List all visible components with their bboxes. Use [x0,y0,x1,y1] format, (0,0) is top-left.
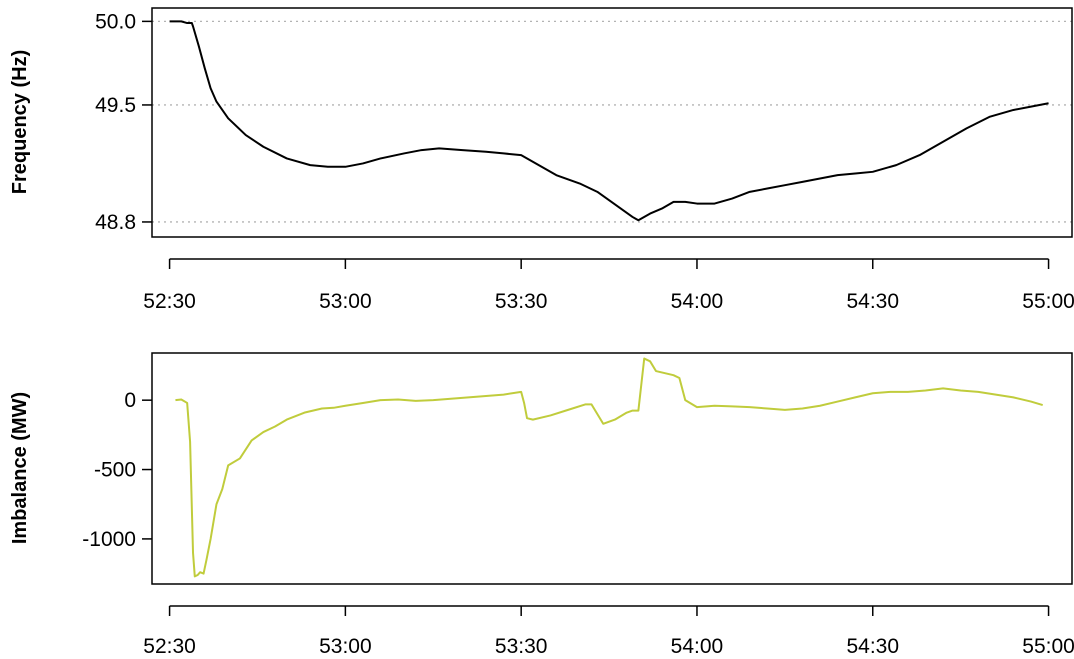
imbalance-y-axis: -1000 -500 0 [82,389,152,551]
y-tick-label: 50.0 [95,10,136,33]
frequency-y-axis: 48.8 49.5 50.0 [95,10,152,234]
frequency-line [169,20,1049,222]
y-tick-label: -500 [94,459,136,482]
y-tick-label: 48.8 [95,211,136,234]
y-tick-label: -1000 [82,528,136,551]
x-tick-label: 54:00 [671,290,724,313]
frequency-plot-frame [151,7,1073,238]
x-tick-label: 52:30 [143,290,196,313]
x-tick-label: 53:00 [319,290,372,313]
x-tick-label: 53:30 [495,290,548,313]
x-tick-label: 52:30 [143,635,196,658]
x-tick-label: 54:00 [671,635,724,658]
x-tick-label: 53:30 [495,635,548,658]
imbalance-plot-frame [151,352,1073,585]
y-tick-label: 0 [124,389,136,412]
imbalance-x-axis: 52:30 53:00 53:30 54:00 54:30 55:00 [143,605,1074,658]
frequency-axis-title: Frequency (Hz) [9,50,31,194]
x-tick-label: 55:00 [1022,635,1074,658]
frequency-panel: 48.8 49.5 50.0 52:30 53:00 53:30 54:00 54:30 55… [9,7,1074,313]
imbalance-axis-title: Imbalance (MW) [9,392,31,544]
imbalance-panel: -1000 -500 0 52:30 53:00 53:30 54:00 54:30 55:0… [9,352,1074,658]
x-tick-label: 53:00 [319,635,372,658]
imbalance-line [175,357,1043,578]
frequency-grid [152,20,1072,223]
frequency-x-axis: 52:30 53:00 53:30 54:00 54:30 55:00 [143,258,1074,313]
x-tick-label: 55:00 [1022,290,1074,313]
y-tick-label: 49.5 [95,94,136,117]
x-tick-label: 54:30 [846,635,899,658]
x-tick-label: 54:30 [846,290,899,313]
